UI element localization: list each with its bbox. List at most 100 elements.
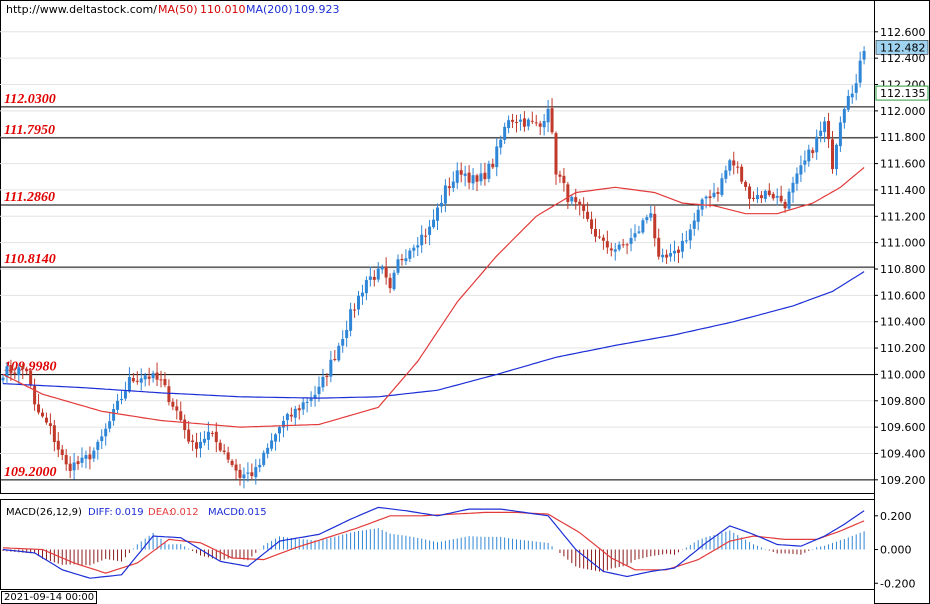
candle-body — [250, 472, 254, 477]
candle-body — [846, 96, 850, 110]
candle-body — [641, 220, 645, 233]
candle-body — [21, 366, 25, 370]
candle-body — [258, 464, 262, 468]
candle-body — [732, 160, 736, 166]
candle-body — [834, 144, 838, 169]
price-tick-label: 110.600 — [880, 289, 926, 302]
candle-body — [325, 375, 329, 378]
candle-body — [392, 272, 396, 290]
candle-body — [384, 266, 388, 278]
candle-body — [779, 195, 783, 202]
candle-body — [653, 213, 657, 239]
macd-hist-label: MACD: — [208, 507, 242, 518]
candle-body — [191, 440, 195, 443]
candle-body — [594, 228, 597, 237]
candle-body — [108, 421, 112, 429]
candle-body — [692, 220, 696, 229]
candle-body — [530, 120, 534, 122]
candle-body — [131, 377, 135, 382]
macd-tick-label: -0.200 — [880, 577, 915, 590]
last-price-tag-box — [875, 40, 929, 55]
candle-body — [680, 240, 684, 252]
candle-body — [495, 146, 499, 168]
candle-body — [578, 201, 582, 206]
candle-body — [9, 365, 13, 374]
candle-body — [483, 172, 487, 180]
macd-diff-value: 0.019 — [115, 507, 144, 518]
candle-body — [218, 442, 222, 451]
candle-body — [242, 474, 246, 479]
last-price-tag: 112.482 — [880, 41, 926, 54]
marker-price-tag: 112.135 — [880, 87, 926, 100]
candle-body — [669, 253, 673, 257]
candle-body — [368, 276, 372, 280]
candle-body — [649, 213, 653, 218]
candle-body — [72, 462, 76, 471]
price-panel-frame — [0, 0, 875, 494]
candle-body — [467, 172, 471, 183]
price-tick-label: 111.400 — [880, 184, 926, 197]
candle-body — [815, 136, 819, 153]
candle-body — [278, 427, 281, 434]
candle-body — [637, 231, 641, 233]
candle-body — [64, 454, 68, 465]
candle-body — [763, 190, 767, 199]
candle-body — [289, 414, 293, 417]
candle-body — [657, 237, 661, 257]
macd-dea-label: DEA: — [148, 507, 173, 518]
candle-body — [155, 372, 159, 380]
candle-body — [684, 240, 688, 242]
ma200-value: 109.923 — [294, 3, 340, 16]
ma50-value: 110.010 — [200, 3, 246, 16]
candle-body — [88, 454, 92, 460]
candle-body — [214, 431, 218, 443]
price-tick-label: 110.000 — [880, 368, 926, 381]
level-label: 111.7950 — [4, 123, 55, 138]
candle-body — [380, 267, 384, 270]
candle-body — [424, 235, 428, 237]
candle-body — [84, 455, 88, 459]
candle-body — [842, 108, 846, 123]
macd-hist-value: 0.015 — [238, 507, 267, 518]
candle-body — [708, 196, 712, 199]
candle-body — [341, 338, 345, 346]
candle-body — [542, 121, 546, 128]
candle-body — [281, 420, 285, 428]
candle-body — [566, 184, 570, 203]
candle-body — [621, 244, 625, 246]
candle-body — [13, 372, 17, 374]
level-label: 112.0300 — [4, 92, 56, 107]
candle-body — [755, 195, 759, 200]
candle-body — [570, 196, 574, 202]
macd-diff-line — [2, 506, 865, 579]
candle-body — [60, 449, 64, 455]
candle-body — [76, 461, 80, 465]
candle-body — [321, 376, 325, 388]
candle-body — [262, 452, 266, 465]
candle-body — [605, 241, 609, 248]
candle-body — [179, 411, 183, 421]
price-tick-label: 112.000 — [880, 105, 926, 118]
candle-body — [337, 345, 341, 361]
ma50-label: MA(50) — [158, 3, 198, 16]
candle-body — [665, 254, 669, 258]
candle-body — [104, 428, 108, 437]
candle-body — [333, 358, 337, 360]
candle-body — [617, 244, 621, 250]
candle-body — [270, 440, 274, 449]
candle-body — [744, 181, 748, 187]
candle-body — [787, 191, 791, 209]
candle-body — [412, 247, 416, 251]
level-label: 109.2000 — [4, 465, 57, 480]
candle-body — [590, 219, 594, 229]
candle-body — [574, 197, 578, 203]
candle-body — [475, 175, 479, 182]
candle-body — [44, 417, 48, 423]
candle-body — [436, 207, 439, 221]
candle-body — [597, 236, 601, 238]
candle-body — [803, 160, 807, 165]
candles — [1, 46, 866, 489]
candle-body — [297, 408, 301, 411]
candle-body — [52, 425, 56, 443]
